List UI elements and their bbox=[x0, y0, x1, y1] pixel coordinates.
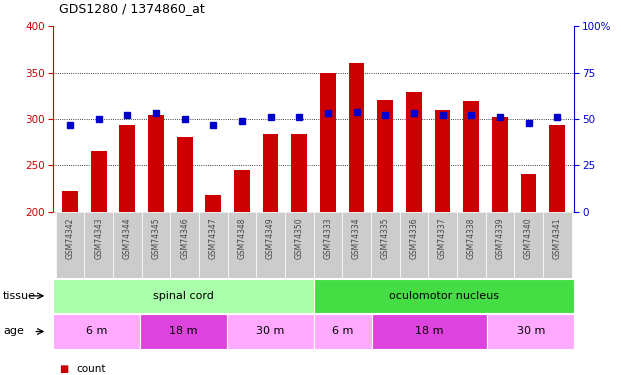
Bar bbox=[53, 279, 314, 313]
Bar bbox=[371, 212, 399, 278]
Bar bbox=[314, 279, 574, 313]
Text: GSM74334: GSM74334 bbox=[352, 217, 361, 259]
Text: GSM74347: GSM74347 bbox=[209, 217, 218, 259]
Text: GSM74348: GSM74348 bbox=[237, 217, 247, 259]
Text: GSM74337: GSM74337 bbox=[438, 217, 447, 259]
Bar bbox=[314, 212, 342, 278]
Bar bbox=[56, 212, 84, 278]
Bar bbox=[399, 212, 428, 278]
Text: tissue: tissue bbox=[3, 291, 36, 301]
Bar bbox=[435, 110, 450, 212]
Bar bbox=[378, 100, 393, 212]
Text: GSM74338: GSM74338 bbox=[467, 217, 476, 259]
Bar bbox=[406, 92, 422, 212]
Text: GSM74350: GSM74350 bbox=[295, 217, 304, 259]
Bar bbox=[320, 73, 336, 212]
Bar bbox=[487, 314, 574, 349]
Bar bbox=[520, 174, 537, 212]
Bar bbox=[543, 212, 571, 278]
Bar bbox=[342, 212, 371, 278]
Text: GSM74344: GSM74344 bbox=[123, 217, 132, 259]
Bar bbox=[256, 212, 285, 278]
Text: GSM74343: GSM74343 bbox=[94, 217, 103, 259]
Bar bbox=[291, 134, 307, 212]
Text: GSM74339: GSM74339 bbox=[496, 217, 504, 259]
Bar bbox=[463, 101, 479, 212]
Bar bbox=[199, 212, 228, 278]
Text: GDS1280 / 1374860_at: GDS1280 / 1374860_at bbox=[59, 2, 205, 15]
Bar bbox=[371, 314, 487, 349]
Bar bbox=[492, 117, 508, 212]
Bar bbox=[113, 212, 142, 278]
Text: GSM74340: GSM74340 bbox=[524, 217, 533, 259]
Bar bbox=[148, 116, 164, 212]
Bar bbox=[91, 151, 107, 212]
Text: GSM74336: GSM74336 bbox=[409, 217, 419, 259]
Bar bbox=[53, 314, 140, 349]
Text: age: age bbox=[3, 327, 24, 336]
Bar bbox=[314, 314, 371, 349]
Bar bbox=[119, 124, 135, 212]
Bar bbox=[263, 134, 278, 212]
Bar bbox=[234, 170, 250, 212]
Text: GSM74345: GSM74345 bbox=[152, 217, 160, 259]
Bar bbox=[140, 314, 227, 349]
Bar bbox=[84, 212, 113, 278]
Bar bbox=[349, 63, 365, 212]
Bar bbox=[227, 314, 314, 349]
Bar bbox=[177, 137, 193, 212]
Bar bbox=[486, 212, 514, 278]
Bar bbox=[206, 195, 221, 212]
Bar bbox=[170, 212, 199, 278]
Text: 18 m: 18 m bbox=[415, 327, 444, 336]
Bar bbox=[228, 212, 256, 278]
Bar bbox=[550, 124, 565, 212]
Text: 18 m: 18 m bbox=[169, 327, 197, 336]
Text: 30 m: 30 m bbox=[517, 327, 545, 336]
Bar bbox=[514, 212, 543, 278]
Bar bbox=[285, 212, 314, 278]
Text: GSM74335: GSM74335 bbox=[381, 217, 390, 259]
Text: GSM74341: GSM74341 bbox=[553, 217, 562, 259]
Text: GSM74333: GSM74333 bbox=[324, 217, 332, 259]
Bar bbox=[428, 212, 457, 278]
Text: 30 m: 30 m bbox=[256, 327, 284, 336]
Text: 6 m: 6 m bbox=[86, 327, 107, 336]
Text: ■: ■ bbox=[59, 364, 68, 374]
Bar bbox=[142, 212, 170, 278]
Bar bbox=[457, 212, 486, 278]
Text: oculomotor nucleus: oculomotor nucleus bbox=[389, 291, 499, 301]
Text: spinal cord: spinal cord bbox=[153, 291, 214, 301]
Bar bbox=[62, 190, 78, 212]
Text: GSM74349: GSM74349 bbox=[266, 217, 275, 259]
Text: 6 m: 6 m bbox=[332, 327, 353, 336]
Text: GSM74346: GSM74346 bbox=[180, 217, 189, 259]
Text: count: count bbox=[76, 364, 106, 374]
Text: GSM74342: GSM74342 bbox=[65, 217, 75, 259]
